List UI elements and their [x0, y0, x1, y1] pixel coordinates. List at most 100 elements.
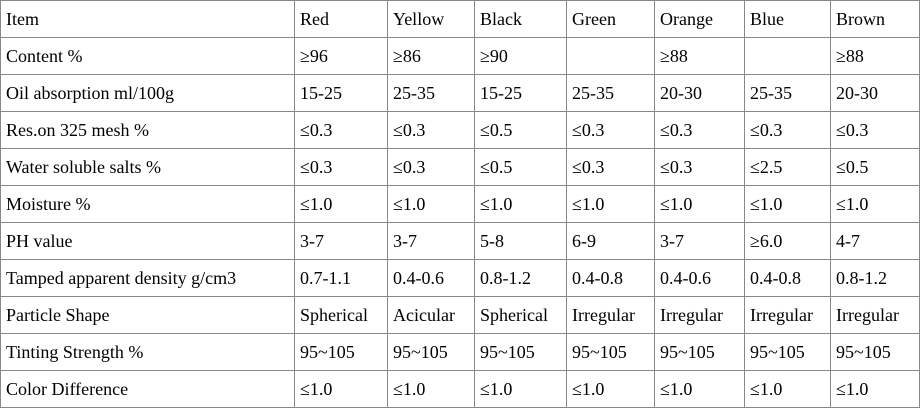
cell: ≤0.3: [654, 111, 745, 149]
cell: 0.8-1.2: [830, 259, 920, 297]
cell: ≤0.3: [830, 111, 920, 149]
cell: Irregular: [654, 296, 745, 334]
table-row: Moisture % ≤1.0 ≤1.0 ≤1.0 ≤1.0 ≤1.0 ≤1.0 ≤1.0: [0, 185, 920, 223]
cell: [566, 37, 655, 75]
cell: ≤0.3: [566, 148, 655, 186]
cell: Black: [474, 0, 567, 38]
cell: 95~105: [654, 333, 745, 371]
row-label: Res.on 325 mesh %: [0, 111, 295, 149]
cell: 15-25: [474, 74, 567, 112]
cell: ≤1.0: [566, 370, 655, 408]
cell: Orange: [654, 0, 745, 38]
row-label: Moisture %: [0, 185, 295, 223]
cell: 4-7: [830, 222, 920, 260]
cell: Irregular: [744, 296, 831, 334]
cell: ≥96: [294, 37, 388, 75]
cell: ≤1.0: [387, 185, 475, 223]
cell: ≤0.5: [474, 111, 567, 149]
header-row: Item Red Yellow Black Green Orange Blue Brown: [0, 0, 920, 38]
cell: 20-30: [654, 74, 745, 112]
cell: 5-8: [474, 222, 567, 260]
cell: 0.4-0.8: [744, 259, 831, 297]
cell: ≤1.0: [654, 185, 745, 223]
cell: 0.4-0.6: [654, 259, 745, 297]
cell: ≤0.3: [744, 111, 831, 149]
cell: 20-30: [830, 74, 920, 112]
cell: 95~105: [830, 333, 920, 371]
cell: ≤2.5: [744, 148, 831, 186]
cell: 25-35: [744, 74, 831, 112]
cell: ≥86: [387, 37, 475, 75]
cell: ≤1.0: [474, 185, 567, 223]
cell: Spherical: [294, 296, 388, 334]
cell: ≥90: [474, 37, 567, 75]
cell: 95~105: [294, 333, 388, 371]
cell: 0.4-0.8: [566, 259, 655, 297]
row-label: Water soluble salts %: [0, 148, 295, 186]
cell: 3-7: [654, 222, 745, 260]
cell: ≤0.3: [294, 111, 388, 149]
row-label: Item: [0, 0, 295, 38]
cell: ≤1.0: [830, 185, 920, 223]
cell: [744, 37, 831, 75]
cell: 0.8-1.2: [474, 259, 567, 297]
table-row: PH value 3-7 3-7 5-8 6-9 3-7 ≥6.0 4-7: [0, 222, 920, 260]
row-label: Particle Shape: [0, 296, 295, 334]
cell: ≥88: [654, 37, 745, 75]
cell: ≤0.5: [474, 148, 567, 186]
row-label: PH value: [0, 222, 295, 260]
cell: Spherical: [474, 296, 567, 334]
cell: ≤0.3: [654, 148, 745, 186]
cell: Brown: [830, 0, 920, 38]
cell: Green: [566, 0, 655, 38]
cell: 0.4-0.6: [387, 259, 475, 297]
table-row: Oil absorption ml/100g 15-25 25-35 15-25 25-…: [0, 74, 920, 112]
table-row: Tamped apparent density g/cm3 0.7-1.1 0.4-…: [0, 259, 920, 297]
cell: 95~105: [474, 333, 567, 371]
row-label: Tamped apparent density g/cm3: [0, 259, 295, 297]
cell: Red: [294, 0, 388, 38]
cell: 3-7: [387, 222, 475, 260]
cell: ≤0.5: [830, 148, 920, 186]
cell: 95~105: [744, 333, 831, 371]
table-row: Content % ≥96 ≥86 ≥90 ≥88 ≥88: [0, 37, 920, 75]
table-row: Particle Shape Spherical Acicular Spherical…: [0, 296, 920, 334]
cell: ≤1.0: [654, 370, 745, 408]
row-label: Oil absorption ml/100g: [0, 74, 295, 112]
cell: 3-7: [294, 222, 388, 260]
table-row: Tinting Strength % 95~105 95~105 95~105 95~1…: [0, 333, 920, 371]
cell: 0.7-1.1: [294, 259, 388, 297]
cell: Blue: [744, 0, 831, 38]
cell: ≤0.3: [387, 148, 475, 186]
cell: 15-25: [294, 74, 388, 112]
cell: Irregular: [830, 296, 920, 334]
cell: ≤1.0: [566, 185, 655, 223]
row-label: Color Difference: [0, 370, 295, 408]
cell: ≤0.3: [387, 111, 475, 149]
cell: 25-35: [387, 74, 475, 112]
cell: ≤1.0: [744, 370, 831, 408]
cell: ≥6.0: [744, 222, 831, 260]
cell: ≤0.3: [294, 148, 388, 186]
table-row: Color Difference ≤1.0 ≤1.0 ≤1.0 ≤1.0 ≤1.0 ≤1.0…: [0, 370, 920, 408]
cell: ≥88: [830, 37, 920, 75]
cell: Irregular: [566, 296, 655, 334]
cell: ≤0.3: [566, 111, 655, 149]
cell: Yellow: [387, 0, 475, 38]
cell: Acicular: [387, 296, 475, 334]
cell: 6-9: [566, 222, 655, 260]
cell: 95~105: [566, 333, 655, 371]
row-label: Content %: [0, 37, 295, 75]
cell: ≤1.0: [387, 370, 475, 408]
cell: 95~105: [387, 333, 475, 371]
cell: ≤1.0: [744, 185, 831, 223]
cell: ≤1.0: [294, 185, 388, 223]
cell: ≤1.0: [830, 370, 920, 408]
cell: ≤1.0: [474, 370, 567, 408]
cell: 25-35: [566, 74, 655, 112]
cell: ≤1.0: [294, 370, 388, 408]
table-row: Water soluble salts % ≤0.3 ≤0.3 ≤0.5 ≤0.3 ≤0.…: [0, 148, 920, 186]
